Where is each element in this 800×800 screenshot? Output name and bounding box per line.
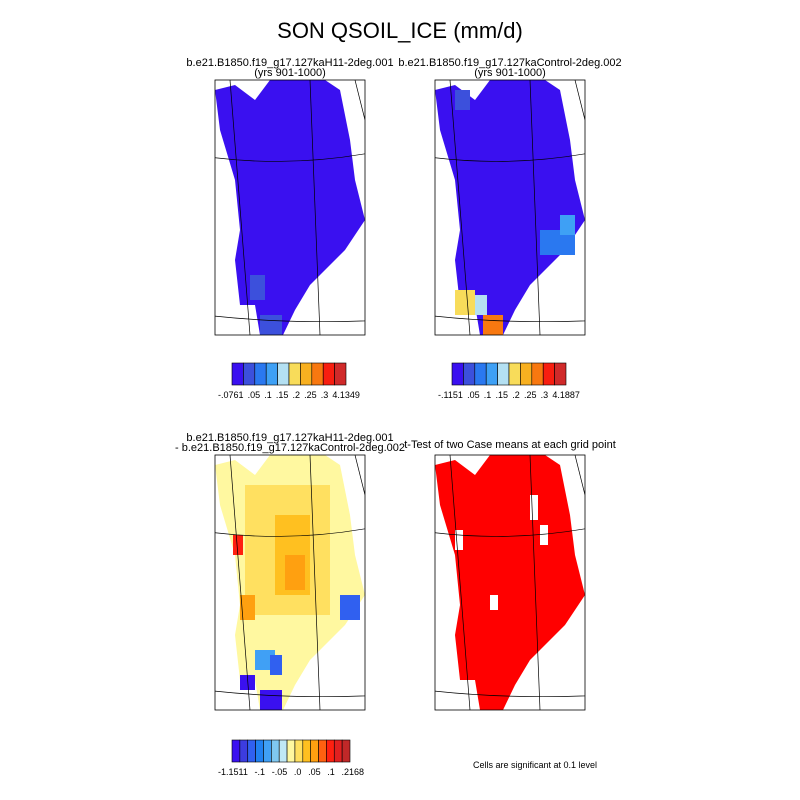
colorbar-box <box>231 739 241 763</box>
map-panel <box>434 454 586 711</box>
colorbar-box <box>497 362 510 386</box>
colorbar-label: .2 <box>512 390 520 400</box>
colorbar-labels: -.0761.05.1.15.2.25.3 4.1349 <box>218 390 360 400</box>
colorbar-label: 4.1887 <box>552 390 580 400</box>
colorbar-label: -.05 <box>271 767 288 777</box>
colorbar-label: -1.1511 <box>218 767 248 777</box>
colorbar-box <box>271 739 280 763</box>
colorbar-box <box>318 739 327 763</box>
colorbar-box <box>333 739 343 763</box>
colorbar-labels: -.1151 .05.1.15.2.25.3 4.1887 <box>438 390 580 400</box>
colorbar-label: .0 <box>293 767 302 777</box>
colorbar-label: .1 <box>327 767 335 777</box>
colorbar-label: -.1151 <box>438 390 463 400</box>
figure-title: SON QSOIL_ICE (mm/d) <box>277 18 523 43</box>
colorbar-box <box>231 362 244 386</box>
colorbar-box <box>247 739 256 763</box>
colorbar-label: .1 <box>483 390 492 400</box>
colorbar-box <box>485 362 498 386</box>
colorbar-box <box>311 362 324 386</box>
colorbar-box <box>554 362 567 386</box>
panel-title: b.e21.B1850.f19_g17.127kaControl-2deg.00… <box>398 57 621 69</box>
colorbar-label: .2 <box>292 390 301 400</box>
colorbar-label: .25 <box>523 390 537 400</box>
colorbar-box <box>474 362 487 386</box>
colorbar-box <box>294 739 304 763</box>
colorbar-box <box>286 739 296 763</box>
colorbar-box <box>239 739 249 763</box>
colorbar-box <box>334 362 347 386</box>
footnote: Cells are significant at 0.1 level <box>473 760 597 770</box>
colorbar-label: .1 <box>264 390 272 400</box>
map-panel <box>214 79 366 336</box>
colorbar-box <box>300 362 313 386</box>
colorbar-labels: -1.1511 -.1 -.05 .0 .05 .1 .2168 <box>218 767 364 777</box>
colorbar-box <box>288 362 301 386</box>
colorbar-label: .05 <box>467 390 480 400</box>
colorbar-box <box>254 362 267 386</box>
colorbar-box <box>531 362 544 386</box>
colorbar-box <box>520 362 533 386</box>
colorbar-label: .15 <box>495 390 509 400</box>
colorbar-box <box>463 362 476 386</box>
colorbar-box <box>322 362 335 386</box>
colorbar-box <box>263 739 272 763</box>
panel-title: t-Test of two Case means at each grid po… <box>404 439 616 451</box>
colorbar-box <box>310 739 319 763</box>
colorbar-label: 4.1349 <box>332 390 360 400</box>
colorbar-box <box>265 362 278 386</box>
colorbar-box <box>278 739 288 763</box>
colorbar-box <box>277 362 290 386</box>
colorbar-label: .05 <box>247 390 261 400</box>
colorbar-label: .2168 <box>341 767 364 777</box>
colorbar-box <box>326 739 335 763</box>
colorbar-label: .3 <box>540 390 549 400</box>
colorbar-box <box>341 739 351 763</box>
colorbar-label: .05 <box>308 767 321 777</box>
colorbar-label: .15 <box>275 390 289 400</box>
colorbar-label: .25 <box>304 390 317 400</box>
colorbar-box <box>542 362 555 386</box>
map-panel <box>434 79 586 336</box>
panel-title: (yrs 901-1000) <box>474 67 546 79</box>
panel-title: b.e21.B1850.f19_g17.127kaH11-2deg.001 <box>186 432 393 444</box>
colorbar-label: -.0761 <box>218 390 244 400</box>
panel-title: - b.e21.B1850.f19_g17.127kaControl-2deg.… <box>175 442 405 454</box>
colorbar-box <box>255 739 264 763</box>
colorbar-label: -.1 <box>254 767 266 777</box>
colorbar-label: .3 <box>320 390 329 400</box>
panel-title: (yrs 901-1000) <box>254 67 326 79</box>
panel-title: b.e21.B1850.f19_g17.127kaH11-2deg.001 <box>186 57 393 69</box>
colorbar-box <box>508 362 521 386</box>
colorbar-box <box>302 739 311 763</box>
colorbar-box <box>243 362 256 386</box>
colorbar-box <box>451 362 464 386</box>
map-panel <box>214 454 366 711</box>
